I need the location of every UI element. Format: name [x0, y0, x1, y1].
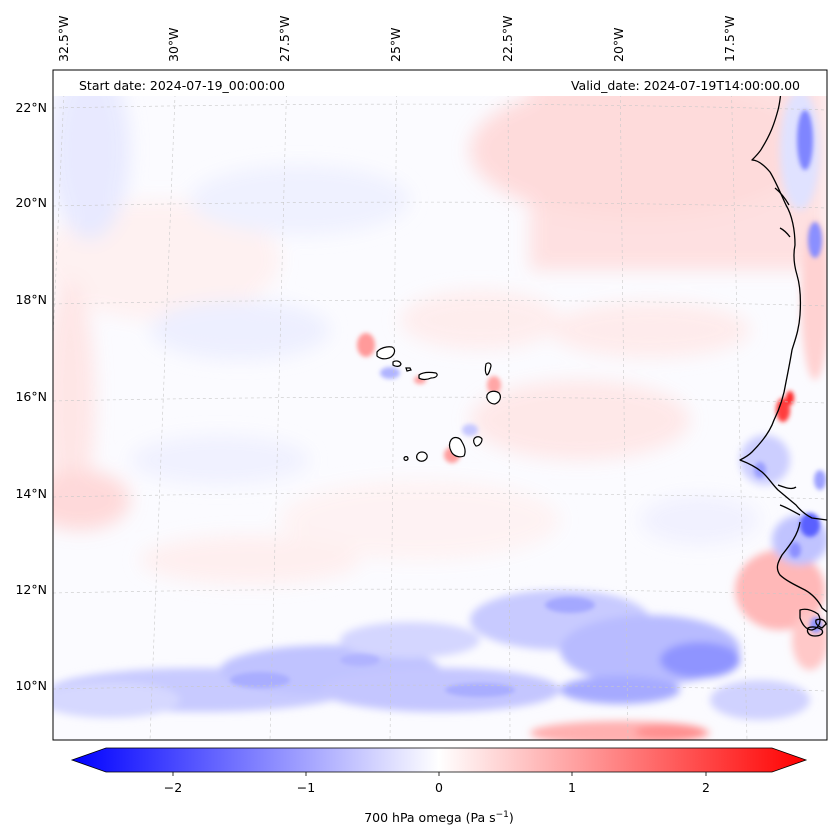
colorbar-tick-label: 2	[702, 780, 710, 795]
island-fogo	[416, 451, 428, 462]
longitude-ticks: 32.5°W 30°W 27.5°W 25°W 22.5°W 20°W 17.5…	[56, 16, 737, 62]
lon-tick-label: 30°W	[166, 27, 181, 62]
map-panel: Start date: 2024-07-19_00:00:00 Valid_da…	[53, 70, 827, 740]
cape-verde-islands	[376, 346, 501, 462]
latitude-ticks: 22°N 20°N 18°N 16°N 14°N 12°N 10°N	[15, 100, 47, 693]
colorbar-tick-label: 0	[435, 780, 443, 795]
colorbar-tick-label: −2	[164, 780, 182, 795]
colorbar-tick-label: −1	[297, 780, 315, 795]
gridlines	[53, 70, 827, 740]
island-sal	[484, 362, 492, 376]
coast-detail	[774, 187, 790, 206]
coast-island	[815, 618, 827, 629]
coast-island	[806, 626, 824, 637]
start-date-label: Start date: 2024-07-19_00:00:00	[79, 78, 285, 93]
header-backdrop	[53, 70, 827, 96]
lon-tick-label: 25°W	[388, 27, 403, 62]
colorbar-tick-marks	[172, 772, 707, 776]
coast-detail	[779, 227, 791, 238]
island-boa-vista	[486, 390, 501, 405]
omega-field	[53, 70, 827, 740]
colorbar-tick-label: 1	[568, 780, 576, 795]
valid-date-label: Valid_date: 2024-07-19T14:00:00.00	[571, 78, 800, 93]
island-sao-nicolau	[418, 371, 438, 381]
colorbar-bar	[70, 747, 808, 773]
island-santo-antao	[376, 346, 396, 360]
africa-coastline	[739, 70, 827, 613]
coast-inlet	[777, 484, 797, 490]
lat-tick-label: 16°N	[15, 389, 47, 404]
lat-tick-label: 22°N	[15, 100, 47, 115]
lat-tick-label: 20°N	[15, 195, 47, 210]
island-santa-luzia	[405, 367, 412, 372]
lon-tick-label: 32.5°W	[56, 16, 71, 62]
lat-tick-label: 18°N	[15, 292, 47, 307]
colorbar-title-main: 700 hPa omega (Pa s	[364, 810, 495, 825]
lon-tick-label: 20°W	[611, 27, 626, 62]
coastline	[739, 70, 827, 637]
coast-inlet	[779, 504, 801, 516]
colorbar: −2 −1 0 1 2 700 hPa omega (Pa s−1)	[70, 747, 808, 825]
island-santiago	[448, 436, 466, 458]
coast-bijagos	[799, 608, 821, 631]
lat-tick-label: 10°N	[15, 678, 47, 693]
lon-tick-label: 27.5°W	[277, 16, 292, 62]
colorbar-title: 700 hPa omega (Pa s−1)	[364, 810, 514, 825]
colorbar-title-end: )	[509, 810, 514, 825]
lat-tick-label: 12°N	[15, 582, 47, 597]
map-frame	[52, 69, 828, 741]
island-sao-vicente	[392, 360, 402, 367]
island-brava	[403, 456, 409, 461]
island-maio	[473, 436, 483, 447]
lon-tick-label: 17.5°W	[722, 16, 737, 62]
colorbar-title-sup: −1	[496, 810, 509, 820]
lat-tick-label: 14°N	[15, 486, 47, 501]
lon-tick-label: 22.5°W	[500, 16, 515, 62]
